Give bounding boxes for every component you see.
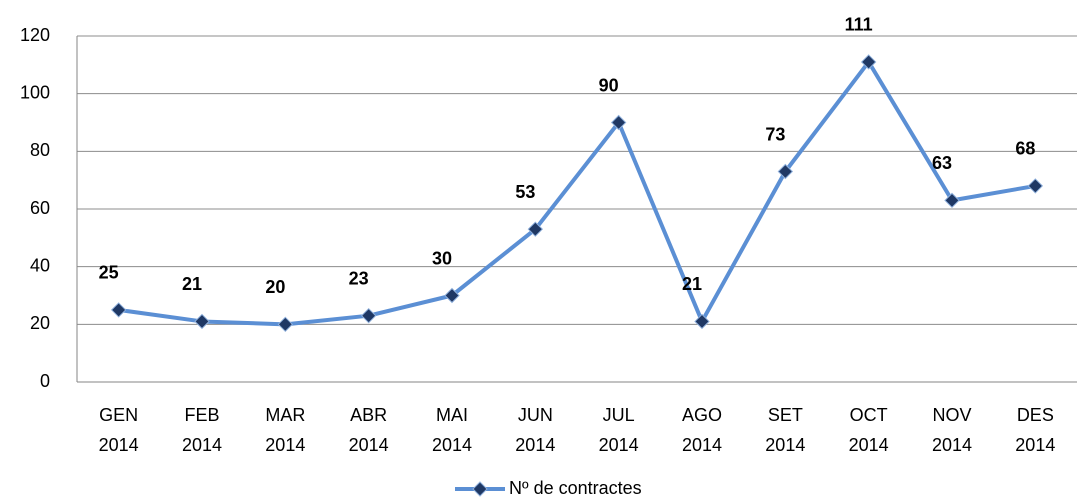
x-tick-label: SET 2014 xyxy=(765,405,806,455)
y-tick-label: 100 xyxy=(20,82,50,102)
x-tick-label: JUL 2014 xyxy=(598,405,639,455)
data-point xyxy=(610,114,627,131)
data-label: 73 xyxy=(765,124,785,144)
data-label: 21 xyxy=(682,274,702,294)
data-point xyxy=(860,54,877,70)
x-tick-label: JUN 2014 xyxy=(515,405,556,455)
x-tick-label: GEN 2014 xyxy=(98,405,139,455)
x-tick-label: OCT 2014 xyxy=(848,405,889,455)
data-point xyxy=(277,316,294,333)
data-point xyxy=(444,287,460,304)
data-label: 23 xyxy=(349,268,369,288)
data-label: 21 xyxy=(182,274,202,294)
legend-marker xyxy=(472,481,488,497)
legend-label: Nº de contractes xyxy=(509,478,642,498)
x-tick-label: MAR 2014 xyxy=(265,405,306,455)
data-label: 68 xyxy=(1015,139,1035,159)
series-line xyxy=(118,59,1036,327)
data-point xyxy=(1027,178,1044,194)
x-tick-label: ABR 2014 xyxy=(348,405,389,455)
data-label: 111 xyxy=(845,15,873,35)
data-label: 63 xyxy=(932,153,952,173)
y-tick-label: 80 xyxy=(30,140,50,160)
y-tick-label: 40 xyxy=(30,255,50,275)
data-point xyxy=(777,163,794,180)
data-label: 25 xyxy=(99,263,119,283)
data-point xyxy=(694,313,710,330)
data-label: 90 xyxy=(599,75,619,95)
data-point xyxy=(360,307,377,324)
data-point xyxy=(527,221,544,237)
data-point xyxy=(110,302,127,318)
data-point xyxy=(194,313,210,330)
x-tick-label: DES 2014 xyxy=(1015,405,1056,455)
y-tick-label: 120 xyxy=(20,25,50,45)
data-point xyxy=(944,192,960,209)
y-tick-label: 20 xyxy=(30,313,50,333)
data-label: 30 xyxy=(432,248,452,268)
data-label: 53 xyxy=(515,182,535,202)
data-label: 20 xyxy=(265,277,285,297)
x-tick-label: NOV 2014 xyxy=(931,405,973,455)
x-tick-label: FEB 2014 xyxy=(181,405,223,455)
x-tick-label: AGO 2014 xyxy=(681,405,723,455)
x-tick-label: MAI 2014 xyxy=(431,405,473,455)
y-tick-label: 60 xyxy=(30,198,50,218)
y-tick-label: 0 xyxy=(40,371,50,391)
